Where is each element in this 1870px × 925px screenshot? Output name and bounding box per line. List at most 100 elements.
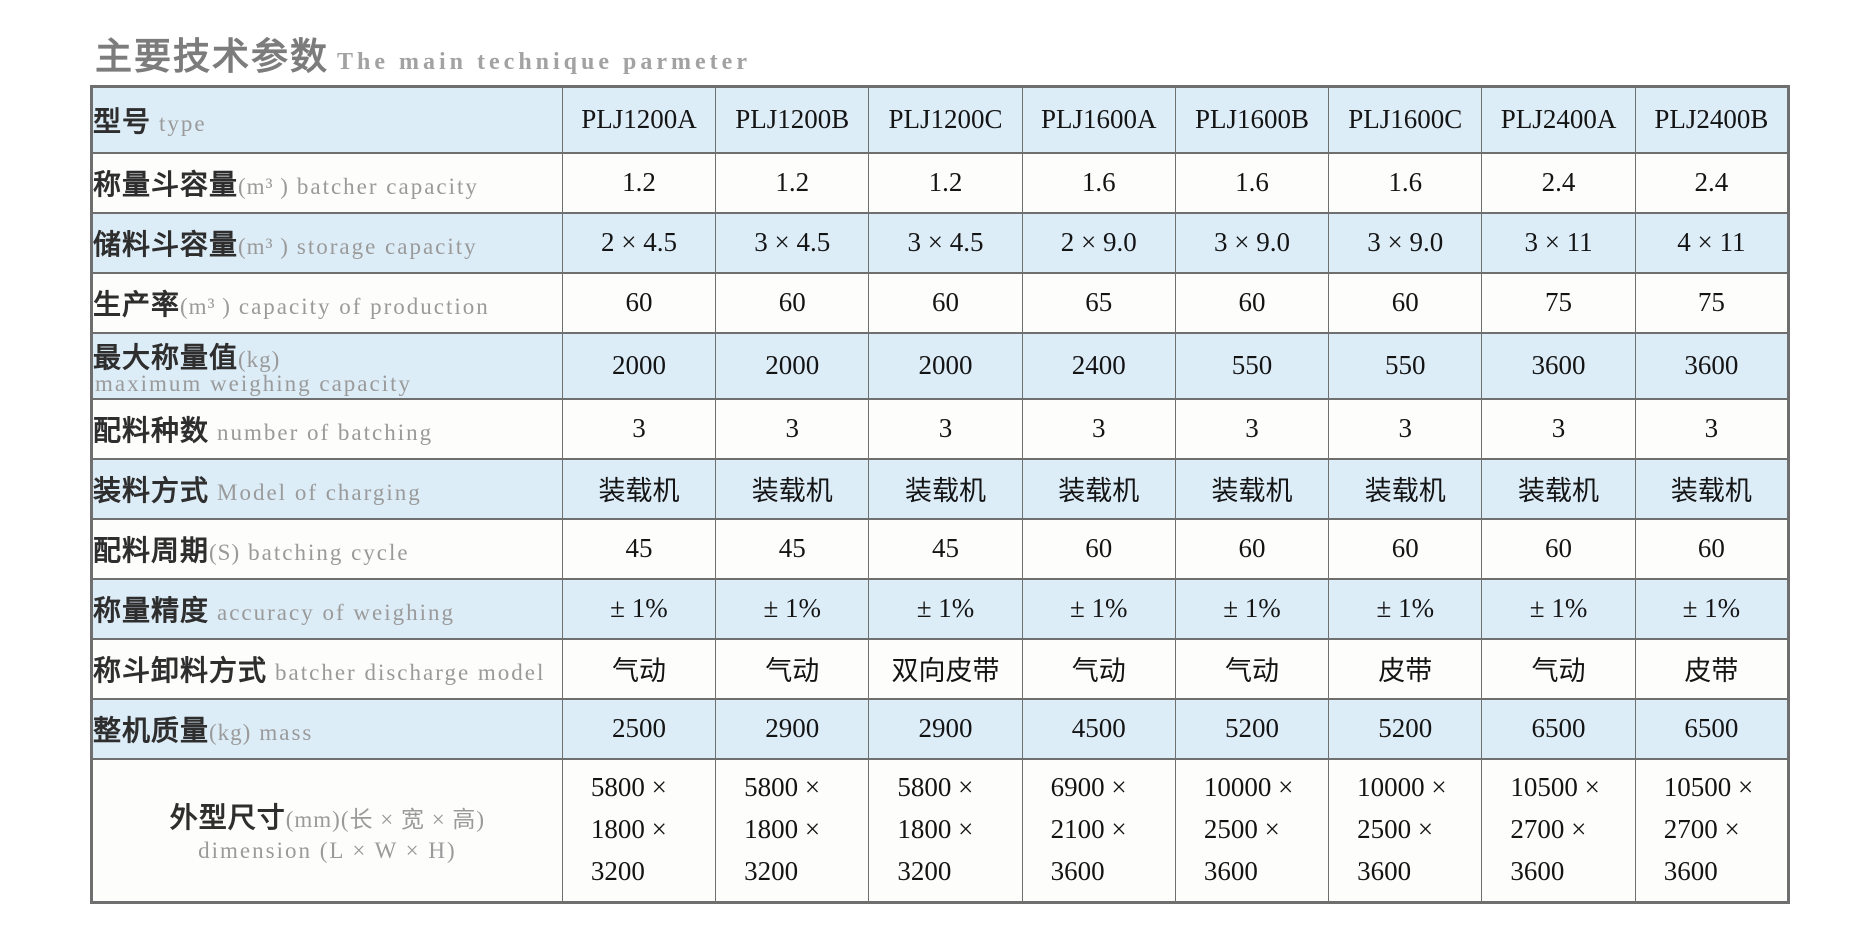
row-label-en: dimension (L × W × H) xyxy=(198,838,457,864)
table-cell: 1.6 xyxy=(1174,151,1330,214)
table-cell: 2500 xyxy=(561,697,717,760)
model-name: PLJ2400B xyxy=(1634,85,1790,154)
table-cell: 3 xyxy=(715,397,870,460)
row-charging-model: 装料方式 Model of charging 装载机 装载机 装载机 装载机 装载… xyxy=(91,457,1790,520)
table-cell: 5200 xyxy=(1328,697,1483,760)
header-label-cell: 型号 type xyxy=(91,85,563,154)
table-cell: 60 xyxy=(1328,271,1483,334)
row-label-zh: 最大称量值 xyxy=(93,343,239,374)
table-cell: 双向皮带 xyxy=(868,637,1023,700)
table-cell: 3 × 9.0 xyxy=(1328,211,1483,274)
row-label-unit: (mm)(长 × 宽 × 高) xyxy=(285,807,486,833)
row-label-zh: 称量精度 xyxy=(93,595,210,627)
table-cell: 2000 xyxy=(715,331,870,400)
row-batcher-capacity: 称量斗容量(m³ ) batcher capacity 1.2 1.2 1.2 1… xyxy=(91,151,1790,214)
row-production-capacity: 生产率(m³ ) capacity of production 60 60 60 … xyxy=(91,271,1790,334)
row-dimension: 外型尺寸(mm)(长 × 宽 × 高) dimension (L × W × H)… xyxy=(91,757,1790,904)
row-label-zh: 整机质量 xyxy=(93,715,210,747)
table-cell: 3 xyxy=(868,397,1023,460)
table-cell: 60 xyxy=(868,271,1023,334)
spec-table: 型号 type PLJ1200A PLJ1200B PLJ1200C PLJ160… xyxy=(90,85,1790,904)
row-label-unit: (kg) xyxy=(209,719,252,745)
table-cell: 60 xyxy=(1174,271,1330,334)
row-label-cell: 配料周期(S) batching cycle xyxy=(91,517,563,580)
row-label-zh: 称量斗容量 xyxy=(93,169,239,201)
table-cell: 550 xyxy=(1174,331,1330,400)
table-cell: 10000 × 2500 × 3600 xyxy=(1328,757,1483,904)
row-label-cell: 最大称量值(kg) maximum weighing capacity xyxy=(91,331,563,400)
table-cell: 4 × 11 xyxy=(1634,211,1790,274)
table-cell: 气动 xyxy=(1174,637,1330,700)
table-cell: 10500 × 2700 × 3600 xyxy=(1634,757,1790,904)
table-cell: 2400 xyxy=(1021,331,1176,400)
table-cell: ± 1% xyxy=(1174,577,1330,640)
row-label-zh: 生产率 xyxy=(93,289,181,321)
row-label-en: batcher capacity xyxy=(296,173,479,199)
table-header-row: 型号 type PLJ1200A PLJ1200B PLJ1200C PLJ160… xyxy=(91,85,1790,154)
row-max-weighing-capacity: 最大称量值(kg) maximum weighing capacity 2000 … xyxy=(91,331,1790,400)
row-label-cell: 配料种数 number of batching xyxy=(91,397,563,460)
table-cell: 3600 xyxy=(1481,331,1636,400)
row-label-unit: (m³ ) xyxy=(238,233,289,259)
table-cell: 5800 × 1800 × 3200 xyxy=(868,757,1023,904)
table-cell: 5200 xyxy=(1174,697,1330,760)
table-cell: 装载机 xyxy=(561,457,717,520)
row-label-en: mass xyxy=(259,719,314,745)
table-cell: 1.2 xyxy=(715,151,870,214)
row-batching-cycle: 配料周期(S) batching cycle 45 45 45 60 60 60 … xyxy=(91,517,1790,580)
row-label-zh: 外型尺寸 xyxy=(169,803,286,835)
table-cell: 3 xyxy=(1174,397,1330,460)
table-cell: 1.6 xyxy=(1021,151,1176,214)
row-label-en: number of batching xyxy=(217,419,434,445)
model-name: PLJ1200B xyxy=(715,85,870,154)
row-label-en: accuracy of weighing xyxy=(217,599,455,625)
table-cell: ± 1% xyxy=(715,577,870,640)
table-cell: 3 xyxy=(1481,397,1636,460)
row-label-cell: 称量精度 accuracy of weighing xyxy=(91,577,563,640)
model-name: PLJ1200A xyxy=(561,85,717,154)
table-cell: 1.2 xyxy=(868,151,1023,214)
row-label-zh: 配料周期 xyxy=(93,535,210,567)
table-cell: 3 xyxy=(1328,397,1483,460)
row-label-en: batching cycle xyxy=(248,539,410,565)
table-cell: 75 xyxy=(1634,271,1790,334)
header-label-zh: 型号 xyxy=(93,106,152,138)
table-cell: 6900 × 2100 × 3600 xyxy=(1021,757,1176,904)
table-cell: 6500 xyxy=(1481,697,1636,760)
row-label-unit: (m³ ) xyxy=(238,173,289,199)
table-cell: 65 xyxy=(1021,271,1176,334)
table-cell: 3 × 4.5 xyxy=(868,211,1023,274)
table-cell: 45 xyxy=(868,517,1023,580)
table-cell: ± 1% xyxy=(868,577,1023,640)
table-cell: 装载机 xyxy=(1634,457,1790,520)
row-mass: 整机质量(kg) mass 2500 2900 2900 4500 5200 52… xyxy=(91,697,1790,760)
table-cell: 皮带 xyxy=(1634,637,1790,700)
table-cell: 45 xyxy=(561,517,717,580)
table-cell: 2000 xyxy=(868,331,1023,400)
row-label-unit: (kg) xyxy=(238,347,281,372)
table-cell: 装载机 xyxy=(1328,457,1483,520)
table-cell: 装载机 xyxy=(1021,457,1176,520)
table-cell: ± 1% xyxy=(561,577,717,640)
table-cell: 2000 xyxy=(561,331,717,400)
table-cell: 550 xyxy=(1328,331,1483,400)
page-title-english: The main technique parmeter xyxy=(337,49,751,75)
row-label-en: storage capacity xyxy=(296,233,478,259)
table-cell: 3 xyxy=(561,397,717,460)
table-cell: 5800 × 1800 × 3200 xyxy=(561,757,717,904)
row-label-zh: 称斗卸料方式 xyxy=(93,655,268,687)
table-cell: 60 xyxy=(1021,517,1176,580)
table-cell: 3600 xyxy=(1634,331,1790,400)
row-label-en: Model of charging xyxy=(217,479,422,505)
table-cell: ± 1% xyxy=(1328,577,1483,640)
row-label-en: batcher discharge model xyxy=(275,659,546,685)
table-cell: 气动 xyxy=(1021,637,1176,700)
table-cell: 10000 × 2500 × 3600 xyxy=(1174,757,1330,904)
table-cell: 4500 xyxy=(1021,697,1176,760)
table-cell: 60 xyxy=(1634,517,1790,580)
row-storage-capacity: 储料斗容量(m³ ) storage capacity 2 × 4.5 3 × 4… xyxy=(91,211,1790,274)
model-name: PLJ1600C xyxy=(1328,85,1483,154)
page-title: 主要技术参数 The main technique parmeter xyxy=(95,26,751,80)
row-label-cell: 外型尺寸(mm)(长 × 宽 × 高) dimension (L × W × H) xyxy=(91,757,563,904)
table-cell: 1.6 xyxy=(1328,151,1483,214)
